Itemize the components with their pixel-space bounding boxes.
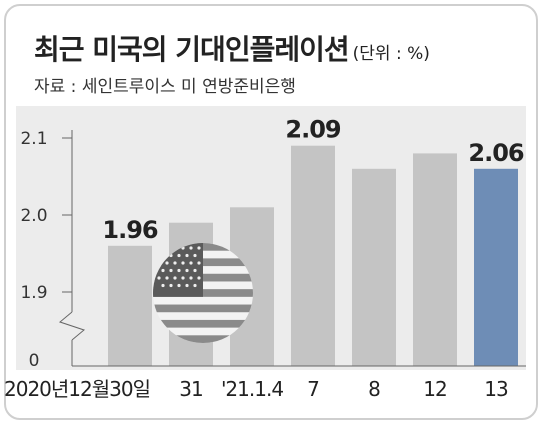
bar	[352, 168, 396, 366]
y-tick-label: 0	[29, 351, 40, 371]
data-label: 2.09	[285, 116, 341, 144]
x-tick-label: '21.1.4	[221, 377, 283, 401]
y-tick-label: 1.9	[20, 283, 47, 303]
bar	[413, 153, 457, 366]
x-tick-label: 13	[484, 377, 508, 401]
title-text: 최근 미국의 기대인플레이션	[34, 33, 350, 66]
axis-break-icon	[58, 311, 86, 341]
bar	[108, 245, 152, 366]
bar	[291, 145, 335, 366]
unit-label: (단위 : %)	[352, 44, 430, 64]
chart-title: 최근 미국의 기대인플레이션 (단위 : %)	[34, 28, 430, 68]
x-tick-label: 2020년12월30일	[4, 377, 150, 401]
x-tick-label: 7	[307, 377, 319, 401]
data-label: 1.96	[102, 216, 158, 244]
data-label: 2.06	[468, 139, 524, 167]
x-tick-label: 12	[423, 377, 446, 401]
source-note: 자료 : 세인트루이스 미 연방준비은행	[34, 77, 296, 97]
bar-highlighted	[474, 168, 518, 366]
x-tick-label: 8	[368, 377, 380, 401]
x-tick-label: 31	[179, 377, 202, 401]
us-flag-icon	[153, 243, 253, 343]
y-tick-label: 2.0	[20, 206, 47, 226]
y-tick-label: 2.1	[20, 129, 47, 149]
